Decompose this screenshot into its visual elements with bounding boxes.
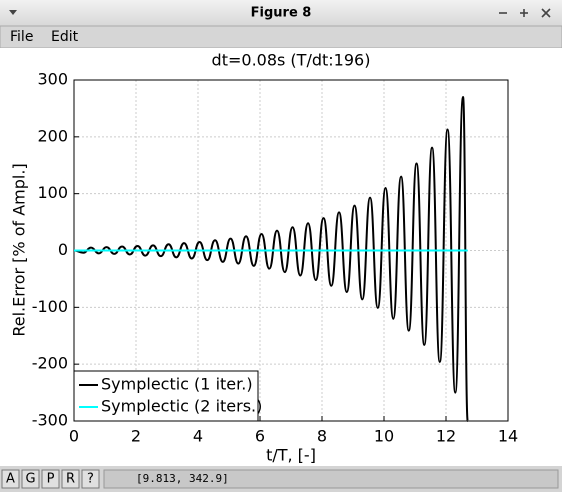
y-axis-label: Rel.Error [% of Ampl.] bbox=[10, 163, 29, 336]
toolbar-button[interactable] bbox=[1, 469, 20, 489]
toolbar-button-label[interactable]: R bbox=[66, 472, 75, 487]
status-field bbox=[103, 469, 559, 489]
y-tick-label: 100 bbox=[37, 183, 68, 202]
status-text: [9.813, 342.9] bbox=[136, 472, 229, 485]
x-tick-label: 8 bbox=[317, 427, 327, 446]
window-controls bbox=[499, 8, 551, 18]
y-tick-label: -300 bbox=[32, 411, 68, 430]
y-tick-label: -200 bbox=[32, 354, 68, 373]
window-menu-icon[interactable] bbox=[9, 10, 17, 15]
legend-label: Symplectic (1 iter.) bbox=[101, 375, 253, 394]
toolbar-button[interactable] bbox=[21, 469, 40, 489]
x-tick-label: 12 bbox=[436, 427, 456, 446]
toolbar-button[interactable] bbox=[61, 469, 80, 489]
y-tick-label: -100 bbox=[32, 297, 68, 316]
toolbar-button-label[interactable]: G bbox=[25, 472, 35, 487]
toolbar-button-label[interactable]: ? bbox=[87, 472, 94, 487]
close-button[interactable] bbox=[541, 8, 551, 18]
window-title: Figure 8 bbox=[251, 6, 312, 21]
legend-label: Symplectic (2 iters.) bbox=[101, 397, 262, 416]
toolbar-button-label[interactable]: P bbox=[47, 472, 55, 487]
y-tick-label: 300 bbox=[37, 70, 68, 89]
x-tick-label: 14 bbox=[498, 427, 518, 446]
x-tick-label: 10 bbox=[374, 427, 394, 446]
x-tick-label: 2 bbox=[131, 427, 141, 446]
menu-item[interactable]: File bbox=[10, 29, 33, 45]
menu-bar bbox=[0, 25, 562, 49]
x-axis-label: t/T, [-] bbox=[266, 446, 316, 465]
toolbar-button[interactable] bbox=[81, 469, 100, 489]
toolbar-button-label[interactable]: A bbox=[6, 472, 15, 487]
chart-title: dt=0.08s (T/dt:196) bbox=[212, 51, 371, 70]
title-bar bbox=[0, 0, 562, 26]
y-tick-label: 0 bbox=[58, 240, 68, 259]
y-tick-label: 200 bbox=[37, 126, 68, 145]
x-tick-label: 6 bbox=[255, 427, 265, 446]
data-line bbox=[74, 96, 469, 422]
plot: 0 2 4 6 8 10 12 14 -300 -200 -100 0 100 200 300 Symplec… bbox=[32, 70, 518, 446]
menu-item[interactable]: Edit bbox=[51, 29, 79, 45]
toolbar-button[interactable] bbox=[41, 469, 60, 489]
x-tick-label: 4 bbox=[193, 427, 203, 446]
x-tick-label: 0 bbox=[69, 427, 79, 446]
legend-box bbox=[73, 370, 259, 422]
